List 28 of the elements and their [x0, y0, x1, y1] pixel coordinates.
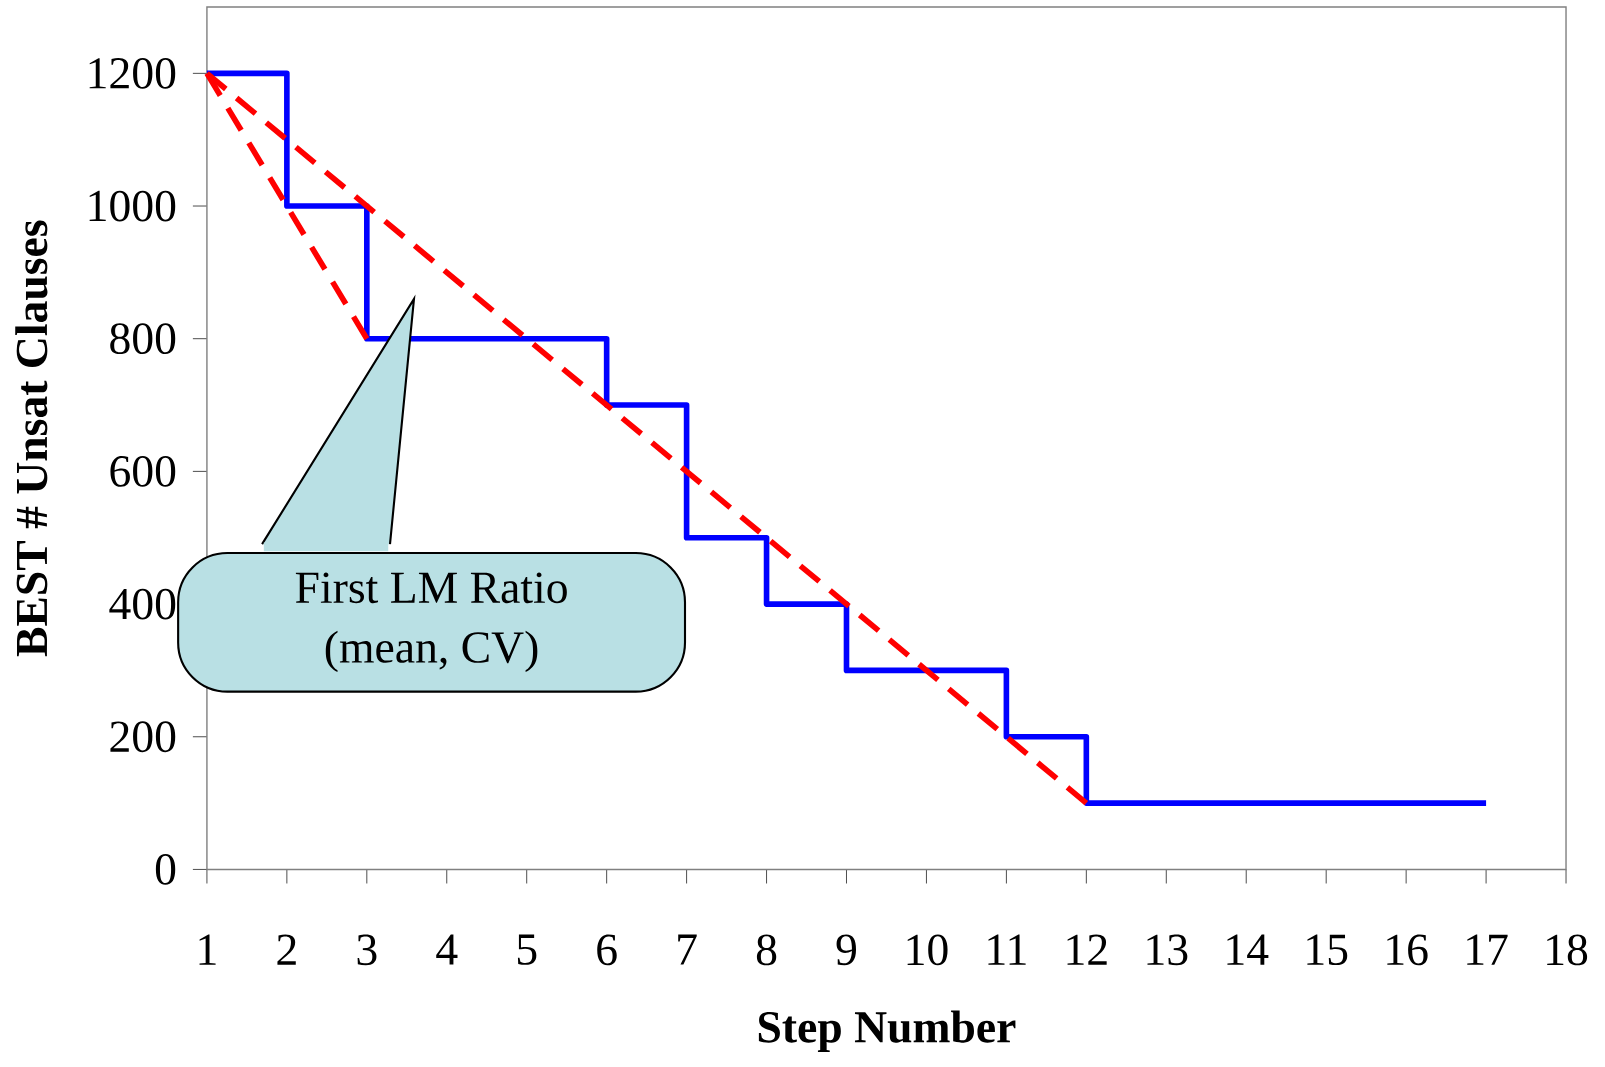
x-tick-label: 2 [277, 934, 296, 965]
y-tick-label: 1000 [89, 190, 176, 222]
x-tick-label: 8 [756, 934, 777, 966]
x-tick-label: 5 [517, 934, 537, 965]
x-tick-label: 10 [907, 934, 948, 966]
y-tick-label: 600 [110, 455, 176, 487]
x-tick-label: 13 [1147, 934, 1188, 966]
x-tick-label: 4 [436, 934, 458, 965]
x-tick-label: 3 [357, 934, 377, 966]
x-tick-label: 17 [1467, 934, 1508, 965]
x-tick-label: 12 [1067, 934, 1107, 965]
x-tick-label: 14 [1227, 934, 1269, 965]
y-tick-label: 200 [110, 721, 176, 753]
x-tick-label: 15 [1307, 934, 1348, 966]
y-tick-label: 0 [155, 853, 176, 885]
y-tick-label: 800 [110, 323, 176, 355]
y-axis-title: BEST # Unsat Clauses [15, 220, 48, 657]
x-tick-label: 1 [199, 934, 216, 965]
y-tick-label: 1200 [89, 57, 176, 89]
x-tick-label: 7 [678, 934, 697, 965]
x-tick-label: 9 [836, 934, 857, 966]
x-tick-label: 16 [1387, 934, 1428, 966]
x-tick-label: 6 [597, 934, 617, 966]
x-tick-label: 18 [1547, 934, 1588, 966]
annotation: First LM Ratio (mean, CV) [295, 572, 567, 673]
x-tick-label: 11 [988, 934, 1026, 965]
x-axis-title: Step Number [758, 1010, 1016, 1052]
y-tick-label: 400 [109, 588, 176, 620]
